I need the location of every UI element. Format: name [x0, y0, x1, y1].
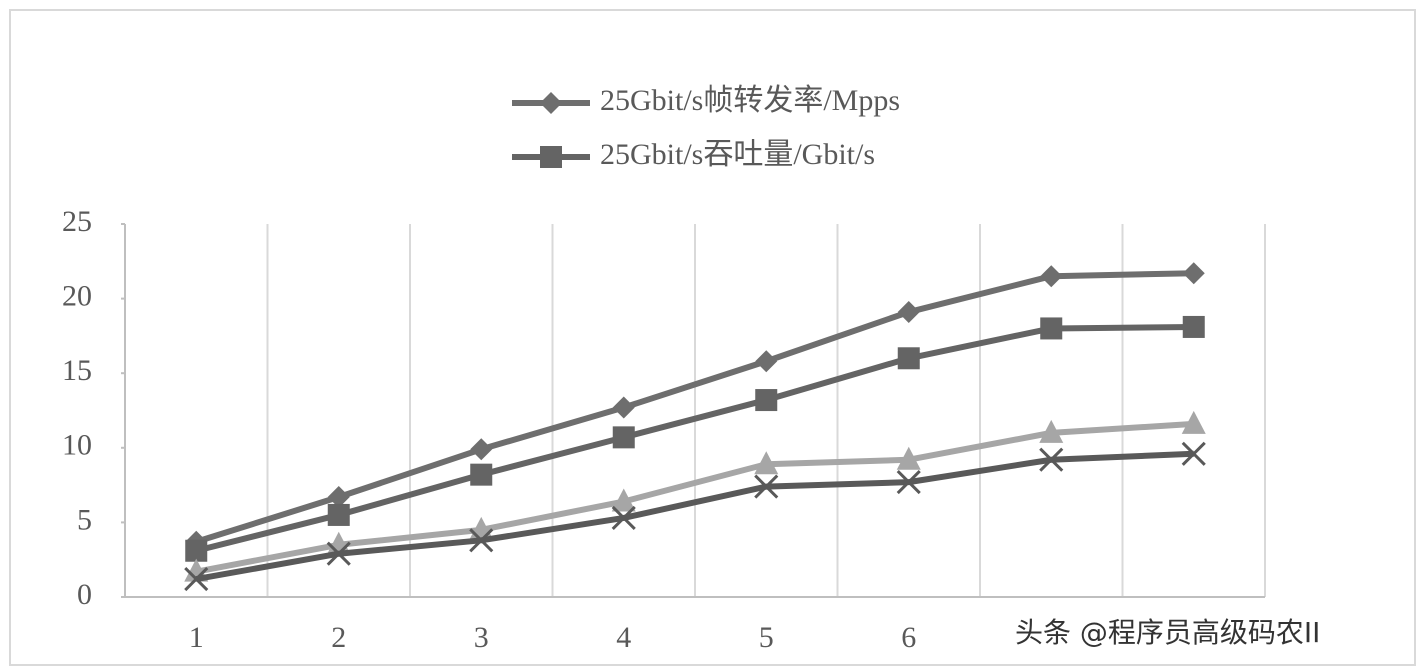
- point-marker: [470, 438, 493, 461]
- y-tick-label: 20: [62, 279, 92, 312]
- series-line: [195, 420, 1194, 575]
- y-tick-label: 0: [77, 578, 92, 611]
- point-marker: [1040, 317, 1063, 340]
- point-marker: [755, 389, 778, 412]
- point-marker: [611, 488, 636, 512]
- point-marker: [897, 301, 920, 324]
- series-line: [195, 323, 1194, 554]
- point-marker: [184, 567, 209, 592]
- y-tick-label: 15: [62, 354, 92, 387]
- point-marker: [1040, 265, 1063, 288]
- x-tick-label: 6: [901, 621, 916, 654]
- series-line: [195, 270, 1194, 545]
- point-marker: [897, 347, 920, 370]
- point-marker: [1181, 441, 1206, 466]
- point-marker: [1182, 315, 1205, 338]
- point-marker: [611, 505, 636, 530]
- y-tick-label: 5: [77, 503, 92, 536]
- point-marker: [1181, 410, 1206, 434]
- x-tick-label: 3: [474, 621, 489, 654]
- point-marker: [612, 396, 635, 419]
- point-marker: [1182, 262, 1205, 285]
- point-marker: [754, 451, 779, 475]
- point-marker: [1039, 419, 1064, 443]
- point-marker: [470, 463, 493, 486]
- x-tick-label: 2: [331, 621, 346, 654]
- watermark: 头条 @程序员高级码农II: [1015, 616, 1320, 649]
- point-marker: [755, 350, 778, 373]
- point-marker: [896, 446, 921, 470]
- x-tick-label: 5: [759, 621, 774, 654]
- point-marker: [754, 474, 779, 499]
- legend-label: 25Gbit/s帧转发率/Mpps: [600, 84, 900, 117]
- series-line: [195, 450, 1194, 583]
- legend-label: 25Gbit/s吞吐量/Gbit/s: [600, 138, 875, 171]
- y-tick-label: 10: [62, 429, 92, 462]
- point-marker: [327, 486, 350, 509]
- x-tick-label: 4: [616, 621, 631, 654]
- point-marker: [896, 470, 921, 495]
- legend-marker: [540, 146, 562, 168]
- legend-marker: [540, 92, 562, 114]
- chart-border: [9, 9, 1416, 666]
- point-marker: [469, 528, 494, 553]
- point-marker: [327, 503, 350, 526]
- point-marker: [1039, 447, 1064, 472]
- point-marker: [612, 426, 635, 449]
- point-marker: [326, 541, 351, 566]
- point-marker: [185, 539, 208, 562]
- y-tick-label: 25: [62, 205, 92, 238]
- x-tick-label: 1: [189, 621, 204, 654]
